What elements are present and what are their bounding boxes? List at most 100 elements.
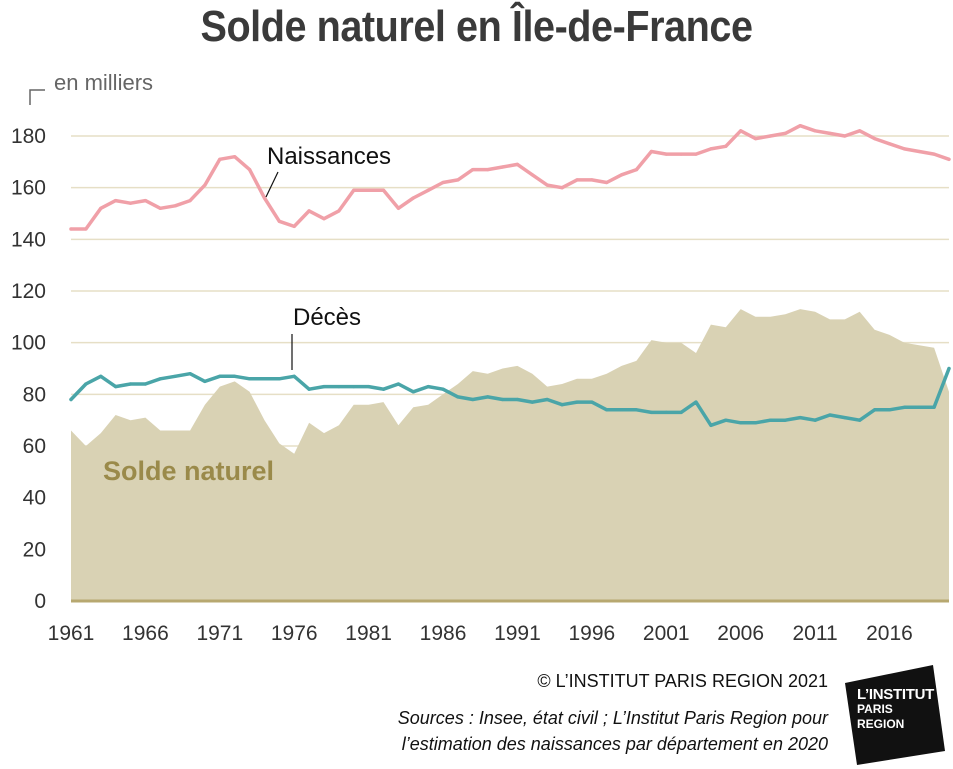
naissances-point-2007 xyxy=(753,137,758,141)
solde-area-layer xyxy=(71,309,949,601)
naissances-point-1967 xyxy=(158,206,162,210)
unit-label: en milliers xyxy=(54,70,153,95)
deces-point-2018 xyxy=(917,405,921,409)
x-tick-label-1996: 1996 xyxy=(568,622,615,645)
naissances-point-1971 xyxy=(218,157,222,161)
deces-point-2004 xyxy=(709,423,713,427)
y-tick-label-80: 80 xyxy=(23,383,46,406)
deces-label: Décès xyxy=(293,304,361,331)
naissances-point-1964 xyxy=(114,199,118,203)
naissances-point-2012 xyxy=(828,131,832,135)
deces-point-1983 xyxy=(396,382,400,386)
x-tick-label-2011: 2011 xyxy=(792,622,837,645)
deces-point-1967 xyxy=(158,377,162,381)
naissances-point-2001 xyxy=(664,152,668,156)
naissances-point-1983 xyxy=(396,206,400,210)
naissances-point-1988 xyxy=(471,168,475,172)
y-tick-label-160: 160 xyxy=(11,177,46,200)
naissances-point-1994 xyxy=(560,186,564,190)
institut-logo xyxy=(845,665,945,765)
deces-point-2020 xyxy=(947,366,951,371)
x-tick-label-2016: 2016 xyxy=(866,622,913,645)
y-tick-label-140: 140 xyxy=(11,228,46,251)
y-tick-label-60: 60 xyxy=(23,435,46,458)
naissances-point-1997 xyxy=(605,180,609,185)
deces-point-1987 xyxy=(456,395,460,399)
deces-point-1989 xyxy=(486,395,490,399)
x-tick-label-1966: 1966 xyxy=(122,622,169,645)
naissances-point-2004 xyxy=(709,147,713,151)
deces-point-2019 xyxy=(932,405,936,409)
naissances-point-2019 xyxy=(932,152,936,156)
naissances-point-1975 xyxy=(277,219,281,223)
deces-point-1996 xyxy=(590,400,594,404)
deces-point-2011 xyxy=(813,418,817,422)
deces-point-1990 xyxy=(501,397,505,402)
deces-point-1981 xyxy=(367,385,371,389)
naissances-point-2014 xyxy=(858,129,862,133)
x-tick-label-1976: 1976 xyxy=(271,622,318,645)
naissances-point-1995 xyxy=(575,178,579,182)
naissances-point-1972 xyxy=(233,155,237,159)
series-lines xyxy=(69,123,951,428)
naissances-point-2003 xyxy=(694,152,698,156)
naissances-point-1989 xyxy=(486,168,490,172)
naissances-point-1977 xyxy=(307,209,311,213)
naissances-point-1978 xyxy=(322,217,326,221)
naissances-point-2015 xyxy=(873,137,877,141)
deces-point-1962 xyxy=(84,382,88,386)
naissances-point-1974 xyxy=(262,196,267,200)
naissances-point-1990 xyxy=(501,165,505,169)
naissances-point-1986 xyxy=(441,180,445,185)
naissances-point-1965 xyxy=(128,201,133,205)
naissances-point-1966 xyxy=(143,199,147,203)
deces-point-1991 xyxy=(515,397,520,402)
naissances-point-2018 xyxy=(917,149,921,154)
x-tick-label-1971: 1971 xyxy=(196,622,243,645)
deces-point-1978 xyxy=(322,385,326,389)
deces-point-2016 xyxy=(887,408,892,412)
x-tick-label-2001: 2001 xyxy=(643,622,690,645)
deces-point-1964 xyxy=(114,385,118,389)
logo-line-3: REGION xyxy=(857,717,905,731)
deces-point-1988 xyxy=(471,397,475,402)
naissances-point-2009 xyxy=(783,131,787,135)
unit-bracket xyxy=(29,89,45,105)
sources-note: Sources : Insee, état civil ; L’Institut… xyxy=(398,705,828,757)
naissances-point-1991 xyxy=(515,162,520,166)
naissances-point-1961 xyxy=(69,227,73,231)
y-tick-label-40: 40 xyxy=(23,487,46,510)
series-points xyxy=(69,124,951,427)
deces-point-1998 xyxy=(620,408,624,412)
naissances-point-1970 xyxy=(203,183,207,187)
deces-point-1966 xyxy=(143,382,147,386)
deces-point-2006 xyxy=(739,421,743,425)
logo-line-2: PARIS xyxy=(857,702,893,716)
y-tick-label-0: 0 xyxy=(34,590,46,613)
deces-point-1980 xyxy=(352,385,356,389)
deces-point-1961 xyxy=(69,397,73,402)
deces-point-1999 xyxy=(634,408,639,412)
naissances-point-2016 xyxy=(887,142,892,146)
x-tick-label-2006: 2006 xyxy=(717,622,764,645)
deces-point-1984 xyxy=(411,390,415,394)
naissances-point-2002 xyxy=(679,152,683,156)
deces-point-1974 xyxy=(262,377,267,381)
naissances-point-2020 xyxy=(947,157,951,161)
naissances-point-1982 xyxy=(381,188,386,192)
deces-point-1985 xyxy=(426,385,430,389)
naissances-point-2010 xyxy=(798,124,802,128)
naissances-line xyxy=(69,123,951,231)
deces-point-2001 xyxy=(664,410,668,414)
x-tick-labels: 1961 1966 1971 1976 1981 1986 1991 1996 2001 2006… xyxy=(48,622,913,645)
deces-point-2008 xyxy=(768,418,773,422)
naissances-point-1984 xyxy=(411,196,415,200)
deces-point-1986 xyxy=(441,387,445,391)
deces-point-1976 xyxy=(292,374,296,378)
deces-point-1971 xyxy=(218,374,222,378)
series-labels: en milliers Naissances Décès Solde natur… xyxy=(29,70,391,486)
naissances-point-2006 xyxy=(739,129,743,133)
deces-point-1979 xyxy=(337,385,341,389)
sources-line-1: Sources : Insee, état civil ; L’Institut… xyxy=(397,708,828,728)
